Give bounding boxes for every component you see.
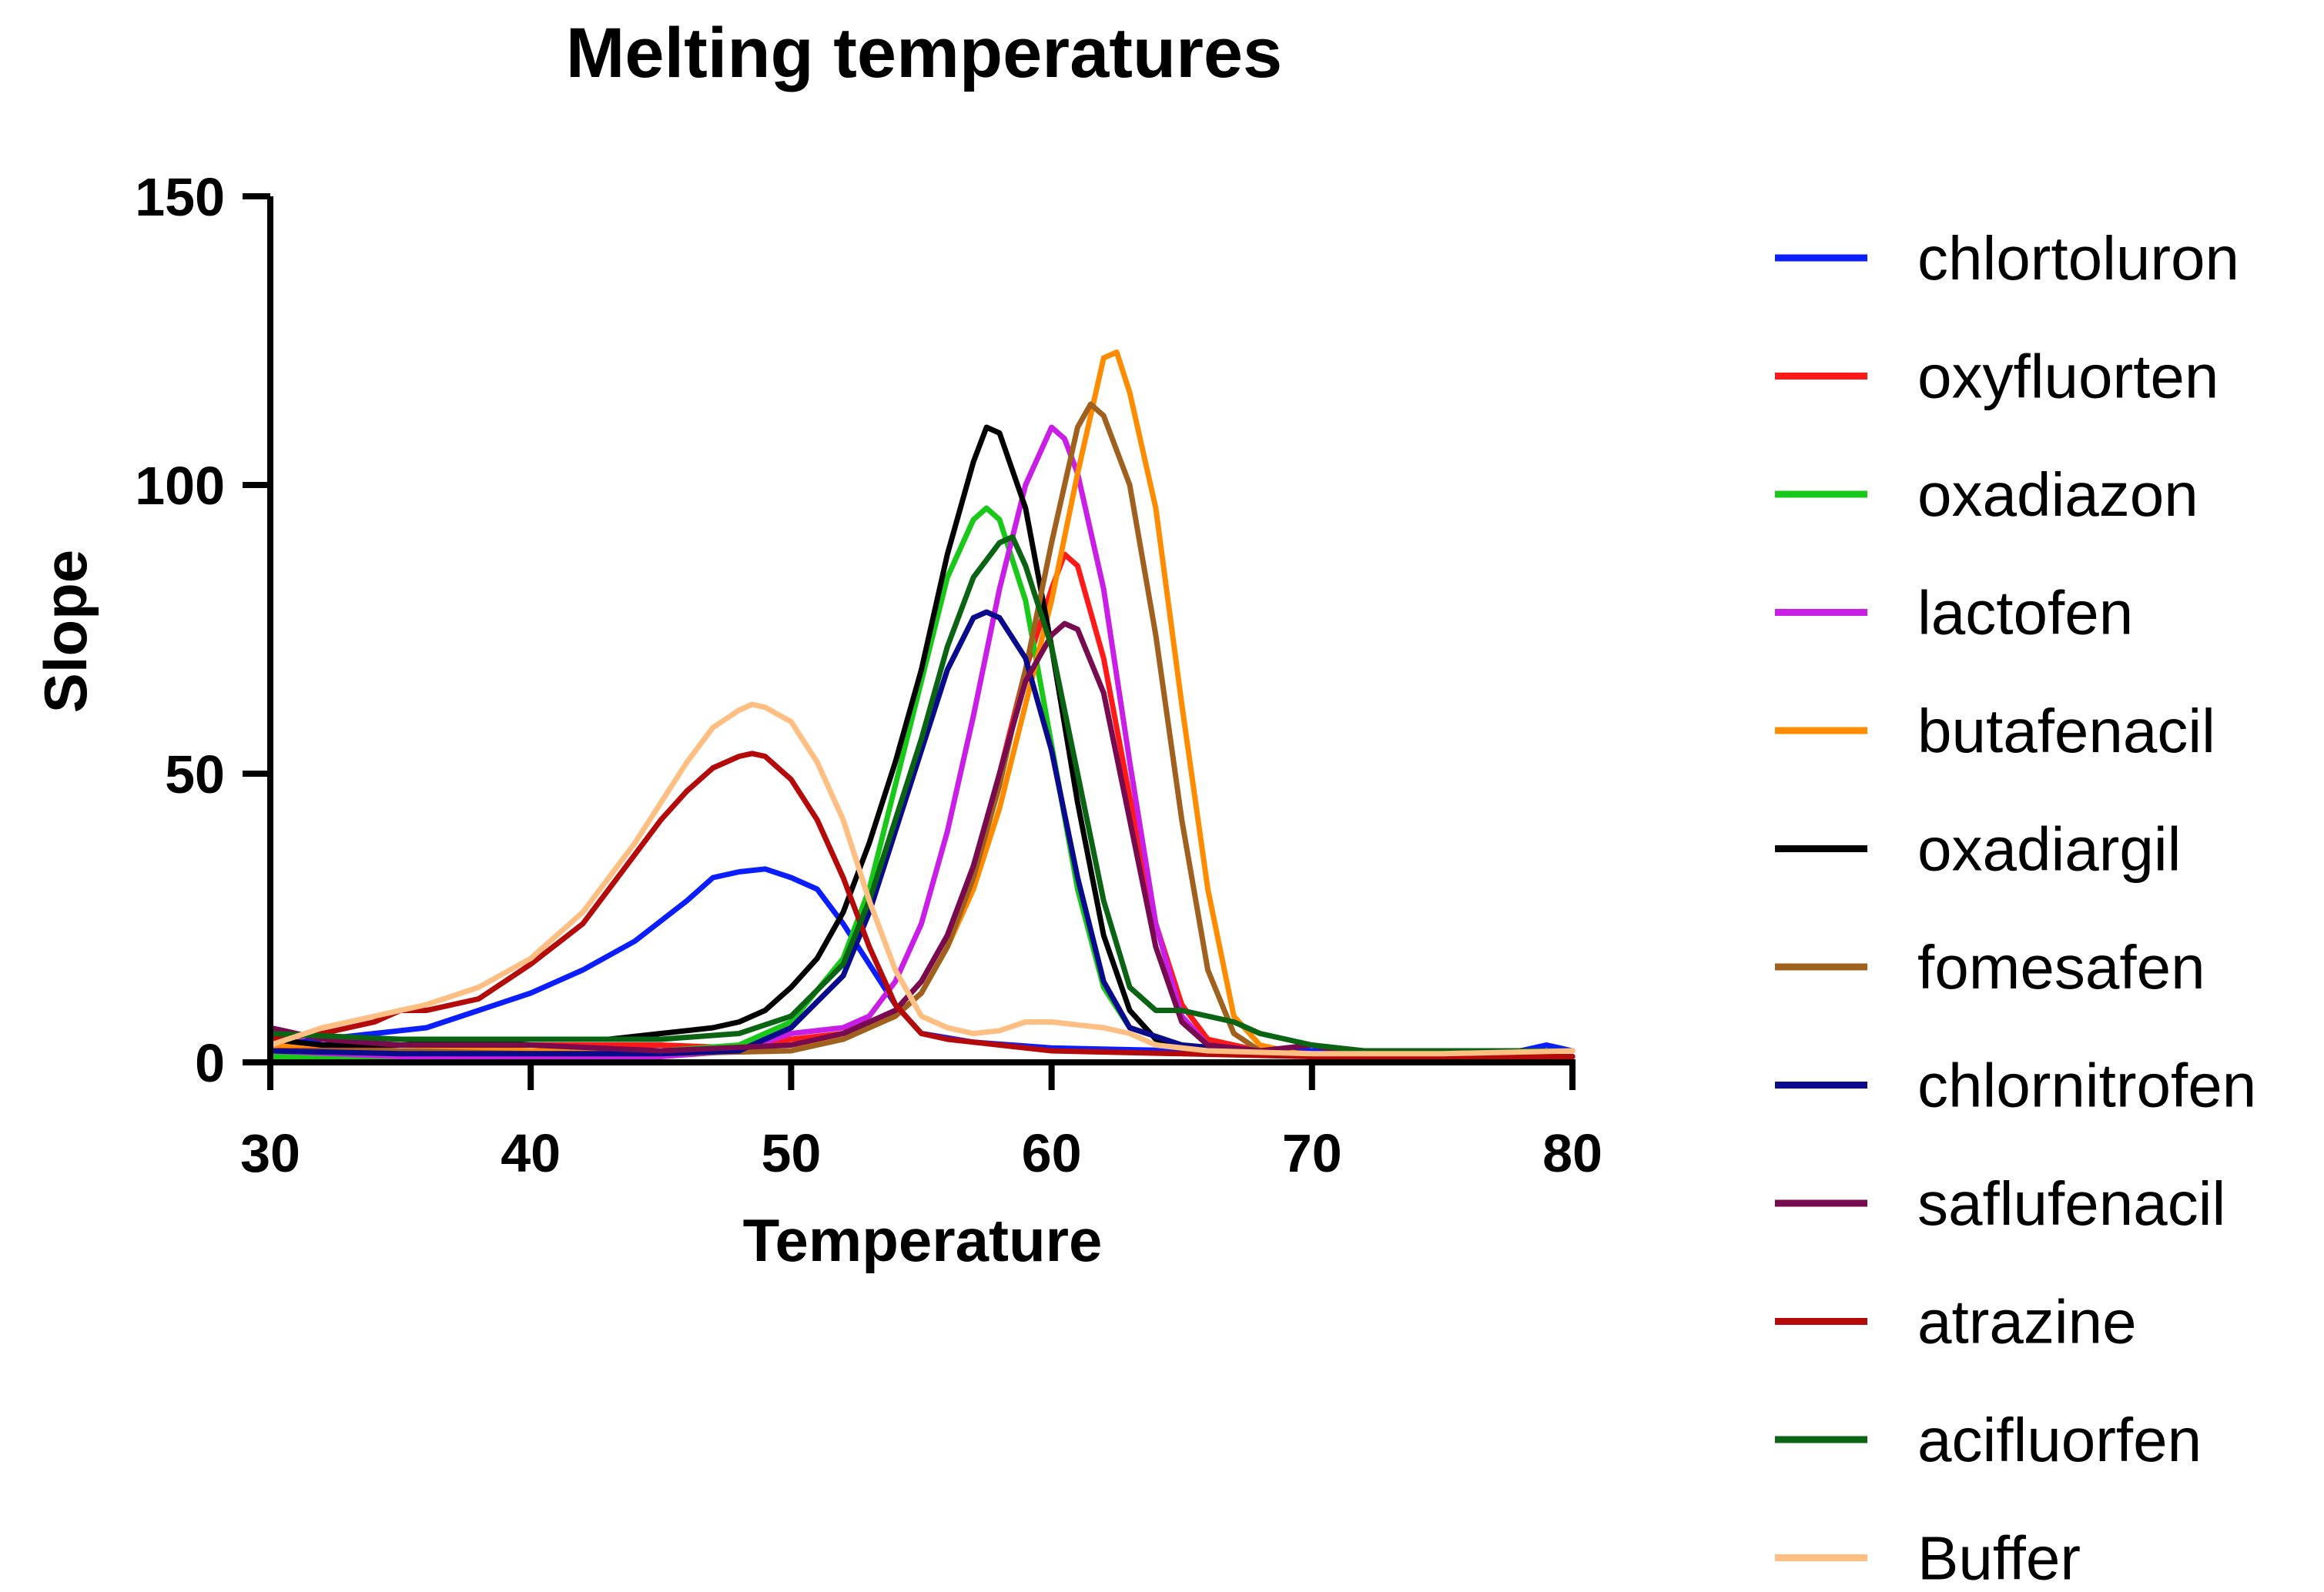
legend: chlortoluron oxyfluorten oxadiazon lactofen… <box>1775 224 2256 1592</box>
legend-label: chlortoluron <box>1917 224 2239 293</box>
x-axis-label: Temperature <box>743 1206 1103 1274</box>
x-ticks: 30 40 50 60 70 80 <box>240 1062 1602 1183</box>
y-tick-label: 0 <box>195 1033 225 1093</box>
y-tick-label: 50 <box>165 744 225 804</box>
series-line-atrazine <box>267 751 1576 1059</box>
x-tick-label: 50 <box>761 1123 821 1183</box>
legend-label: oxadiazon <box>1917 460 2198 529</box>
chart-title: Melting temperatures <box>566 14 1282 92</box>
legend-label: oxyfluorten <box>1917 343 2219 411</box>
plot-area <box>267 350 1576 1059</box>
series-line-acifluorfen <box>267 534 1576 1054</box>
legend-label: Buffer <box>1917 1524 2081 1592</box>
legend-label: fomesafen <box>1917 933 2205 1002</box>
x-tick-label: 80 <box>1542 1123 1602 1183</box>
series-line-butafenacil <box>267 350 1576 1059</box>
legend-label: chlornitrofen <box>1917 1052 2256 1120</box>
series-line-saflufenacil <box>267 620 1576 1059</box>
legend-label: acifluorfen <box>1917 1406 2202 1474</box>
x-tick-label: 30 <box>240 1123 300 1183</box>
x-tick-label: 40 <box>501 1123 561 1183</box>
series-line-chlornitrofen <box>267 609 1576 1059</box>
series-line-oxadiazon <box>267 505 1576 1059</box>
x-tick-label: 60 <box>1022 1123 1082 1183</box>
series-line-oxadiargil <box>267 424 1576 1059</box>
legend-label: saflufenacil <box>1917 1169 2225 1238</box>
series-line-chlortoluron <box>267 866 1576 1057</box>
y-tick-label: 100 <box>135 456 225 516</box>
legend-label: atrazine <box>1917 1288 2137 1356</box>
x-tick-label: 70 <box>1282 1123 1342 1183</box>
legend-label: butafenacil <box>1917 697 2215 765</box>
legend-label: oxadiargil <box>1917 815 2181 884</box>
y-axis-label: Slope <box>32 550 99 713</box>
y-ticks: 0 50 100 150 <box>135 167 270 1093</box>
legend-label: lactofen <box>1917 579 2133 647</box>
series-line-buffer <box>267 701 1576 1057</box>
y-tick-label: 150 <box>135 167 225 227</box>
